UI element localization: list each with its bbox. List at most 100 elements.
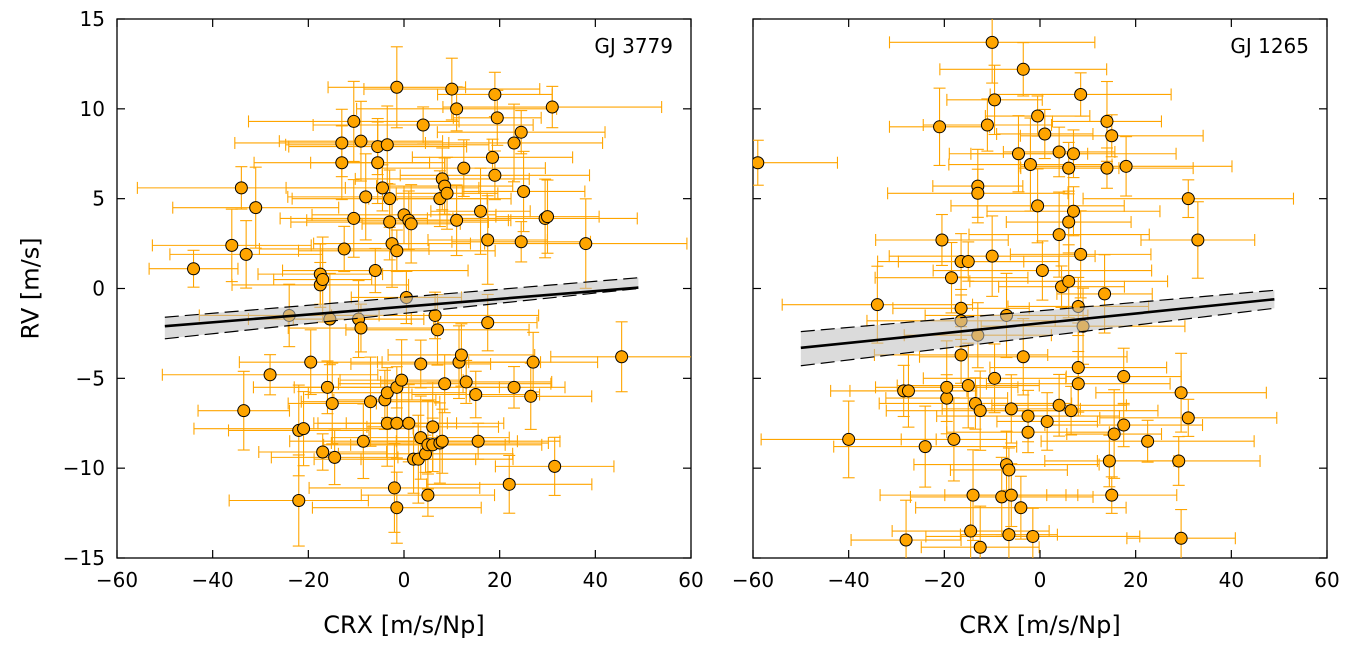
data-point — [1102, 454, 1116, 468]
data-point — [971, 186, 985, 200]
data-point — [304, 355, 318, 369]
data-point — [354, 321, 368, 335]
data-point — [435, 434, 449, 448]
data-point — [933, 120, 947, 134]
data-point — [371, 156, 385, 170]
data-point — [430, 323, 444, 337]
data-point — [961, 255, 975, 269]
data-point — [337, 242, 351, 256]
data-point — [954, 348, 968, 362]
data-point — [901, 384, 915, 398]
data-point — [524, 389, 538, 403]
data-point — [502, 477, 516, 491]
data-point — [390, 244, 404, 258]
data-point — [356, 434, 370, 448]
y-axis-label: RV [m/s] — [16, 237, 44, 339]
data-point — [237, 404, 251, 418]
data-point — [1174, 531, 1188, 545]
data-point — [526, 355, 540, 369]
data-point — [1141, 434, 1155, 448]
data-point — [1021, 425, 1035, 439]
data-point — [1016, 350, 1030, 364]
data-point — [899, 533, 913, 547]
plot-marks — [136, 46, 691, 547]
data-point — [988, 93, 1002, 107]
y-tick-label: 15 — [80, 7, 105, 31]
data-point — [945, 271, 959, 285]
x-tick-label: 0 — [398, 568, 411, 592]
data-point — [428, 308, 442, 322]
data-point — [1071, 361, 1085, 375]
data-point — [1062, 215, 1076, 229]
y-tick-label: 0 — [92, 277, 105, 301]
data-point — [347, 211, 361, 225]
plot-marks — [753, 19, 1295, 558]
x-tick-label: 60 — [678, 568, 703, 592]
data-point — [454, 348, 468, 362]
data-point — [615, 350, 629, 364]
data-point — [1023, 158, 1037, 172]
data-point — [954, 301, 968, 315]
data-point — [404, 217, 418, 231]
x-tick-label: −60 — [96, 568, 138, 592]
data-point — [961, 379, 975, 393]
confidence-band — [164, 277, 639, 339]
data-point — [980, 118, 994, 132]
x-tick-label: 40 — [1219, 568, 1244, 592]
x-tick-label: 40 — [583, 568, 608, 592]
data-point — [457, 161, 471, 175]
data-point — [421, 488, 435, 502]
data-point — [1021, 409, 1035, 423]
y-tick-label: −10 — [63, 456, 105, 480]
x-tick-label: 0 — [1034, 568, 1047, 592]
data-point — [1035, 264, 1049, 278]
data-point — [469, 388, 483, 402]
data-point — [325, 396, 339, 410]
data-point — [1011, 147, 1025, 161]
data-point — [985, 249, 999, 263]
data-point — [988, 371, 1002, 385]
data-point — [380, 138, 394, 152]
data-point — [471, 434, 485, 448]
data-point — [870, 298, 884, 312]
data-point — [964, 524, 978, 538]
data-point — [1064, 404, 1078, 418]
data-point — [292, 494, 306, 508]
data-point — [1040, 414, 1054, 428]
data-point — [316, 273, 330, 287]
data-point — [375, 181, 389, 195]
data-point — [579, 237, 593, 251]
data-point — [985, 35, 999, 49]
data-point — [364, 395, 378, 409]
data-point — [1004, 488, 1018, 502]
data-point — [1105, 129, 1119, 143]
data-point — [1066, 204, 1080, 218]
data-point — [1026, 529, 1040, 543]
data-point — [459, 375, 473, 389]
data-point — [387, 481, 401, 495]
data-point — [940, 380, 954, 394]
data-point — [1100, 161, 1114, 175]
x-tick-label: −40 — [828, 568, 870, 592]
error-bar — [949, 447, 1068, 493]
data-point — [390, 501, 404, 515]
data-point — [940, 391, 954, 405]
data-point — [1119, 159, 1133, 173]
data-point — [541, 210, 554, 224]
x-tick-label: −20 — [923, 568, 965, 592]
y-tick-label: −5 — [76, 366, 105, 390]
data-point — [328, 450, 342, 464]
data-point — [426, 420, 440, 434]
data-point — [966, 488, 980, 502]
data-point — [1002, 463, 1016, 477]
data-point — [225, 238, 239, 252]
data-point — [335, 136, 349, 150]
data-point — [1100, 114, 1114, 128]
data-point — [485, 150, 499, 164]
data-point — [1105, 488, 1119, 502]
data-point — [1174, 386, 1188, 400]
panel-gj-1265: −60 −40 −20 0 20 40 60 GJ 1265 CRX [m/s/Np] — [732, 18, 1340, 639]
confidence-band — [800, 290, 1275, 366]
data-point — [368, 264, 382, 278]
